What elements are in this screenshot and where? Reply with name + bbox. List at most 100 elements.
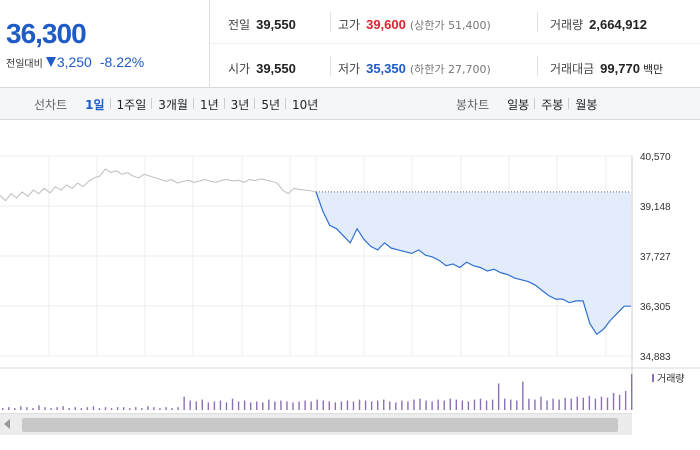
volume-bar — [153, 407, 155, 410]
y-tick-label: 36,305 — [640, 302, 671, 313]
volume-bar — [322, 400, 324, 410]
y-tick-label: 34,883 — [640, 352, 671, 363]
price-box: 36,300 전일대비 3,250 -8.22% — [0, 0, 210, 88]
volume-bar — [86, 407, 89, 410]
volume-bar — [540, 396, 542, 410]
volume-bar — [80, 408, 83, 410]
y-tick-label: 40,570 — [640, 152, 671, 163]
volume-bar — [159, 408, 161, 410]
volume-bar — [14, 408, 16, 410]
prev-close: 전일 39,550 — [228, 16, 296, 33]
prev-day-series-line — [0, 168, 317, 202]
volume-bar — [183, 396, 185, 410]
volume-bar — [8, 407, 10, 410]
line-chart-period-list: 1일 1주일 3개월 1년 3년 5년 10년 — [79, 96, 324, 113]
volume-bar — [201, 399, 203, 410]
volume-bar — [600, 396, 603, 410]
period-tab[interactable]: 1일 — [85, 98, 105, 112]
volume-bar — [44, 407, 46, 410]
today-price-line — [315, 191, 631, 336]
volume-bar — [268, 399, 270, 410]
volume-bar — [346, 400, 349, 410]
period-tab[interactable]: 5년 — [254, 96, 286, 113]
volume-bar — [485, 400, 488, 410]
volume-bar — [383, 399, 385, 410]
volume-bar — [449, 398, 451, 410]
volume-bar — [62, 406, 64, 410]
volume-legend-swatch — [652, 374, 654, 382]
amount-label: 거래대금 — [550, 62, 595, 76]
divider — [537, 56, 538, 76]
volume-bar — [129, 408, 131, 410]
volume-bar — [576, 396, 578, 410]
volume-bar — [2, 408, 4, 410]
y-tick-label: 39,148 — [640, 202, 671, 213]
volume-bar — [225, 402, 228, 410]
volume-bar — [624, 391, 627, 410]
volume-bar — [50, 408, 52, 410]
volume-bar — [20, 406, 22, 410]
candle-period-tab[interactable]: 월봉 — [568, 96, 603, 113]
volume-bar — [510, 399, 512, 410]
volume-bar — [122, 407, 125, 410]
scrollbar-thumb[interactable] — [22, 418, 618, 432]
volume-bar — [116, 407, 119, 410]
period-tab[interactable]: 1주일 — [109, 96, 153, 113]
volume-bar — [455, 399, 458, 410]
amount-unit: 백만 — [642, 63, 664, 76]
volume-bar — [588, 395, 591, 410]
volume-bar — [195, 401, 197, 410]
volume-bar — [618, 394, 621, 410]
volume-bar — [401, 400, 403, 410]
volume-label: 거래량 — [550, 18, 584, 32]
volume-bar — [395, 402, 397, 410]
volume-bar — [171, 408, 173, 410]
volume-bar — [298, 401, 300, 410]
period-tab[interactable]: 3년 — [223, 96, 256, 113]
lower-limit-note: (하한가 27,700) — [409, 63, 491, 76]
volume-bar — [558, 399, 560, 410]
scroll-left-arrow-icon[interactable] — [4, 419, 10, 429]
volume-bar — [98, 408, 101, 410]
volume-bar — [38, 405, 40, 410]
candle-period-tab[interactable]: 주봉 — [534, 96, 569, 113]
volume-bar — [582, 397, 585, 410]
candle-chart-tabs: 봉차트 일봉 주봉 월봉 — [456, 96, 603, 113]
volume-bar — [473, 399, 476, 410]
price-area-fill — [316, 191, 631, 335]
volume-bar — [467, 401, 470, 410]
volume-bar — [304, 400, 306, 410]
period-tab[interactable]: 1년 — [192, 96, 225, 113]
volume-bar — [32, 408, 34, 410]
volume-bar — [479, 398, 482, 410]
candle-period-tab[interactable]: 일봉 — [507, 98, 530, 112]
volume-bar — [249, 402, 252, 410]
period-tab[interactable]: 3개월 — [151, 96, 194, 113]
volume-bar — [56, 407, 58, 410]
volume-bar — [104, 407, 107, 410]
volume-bar — [352, 401, 355, 410]
volume-bar — [570, 398, 572, 410]
volume-bar — [328, 401, 330, 410]
volume-bar — [74, 407, 76, 410]
volume-bar — [503, 398, 506, 410]
period-tab[interactable]: 10년 — [285, 96, 324, 113]
volume-bar — [219, 400, 222, 410]
volume-bar — [564, 397, 566, 410]
change-row: 전일대비 3,250 -8.22% — [6, 54, 144, 70]
stats-row-2: 시가 39,550 저가 35,350 (하한가 27,700) 거래대금 99,770… — [210, 44, 700, 88]
change-percent: -8.22% — [99, 54, 145, 70]
prev-close-label: 전일 — [228, 18, 251, 32]
chart-toolbar: 선차트 1일 1주일 3개월 1년 3년 5년 10년 봉차트 일봉 주봉 월봉 — [0, 88, 700, 120]
volume-bar — [497, 383, 500, 410]
volume-bar — [376, 400, 379, 410]
price-chart[interactable]: 40,570 39,148 37,727 36,305 34,883 거래량 — [0, 120, 700, 410]
change-value: 3,250 — [56, 54, 92, 70]
volume-bar — [419, 398, 421, 410]
divider — [537, 12, 538, 32]
volume-bar — [522, 381, 524, 410]
change-label: 전일대비 — [6, 58, 43, 70]
chart-scrollbar[interactable] — [0, 413, 632, 435]
low-price: 저가 35,350 (하한가 27,700) — [338, 60, 491, 77]
